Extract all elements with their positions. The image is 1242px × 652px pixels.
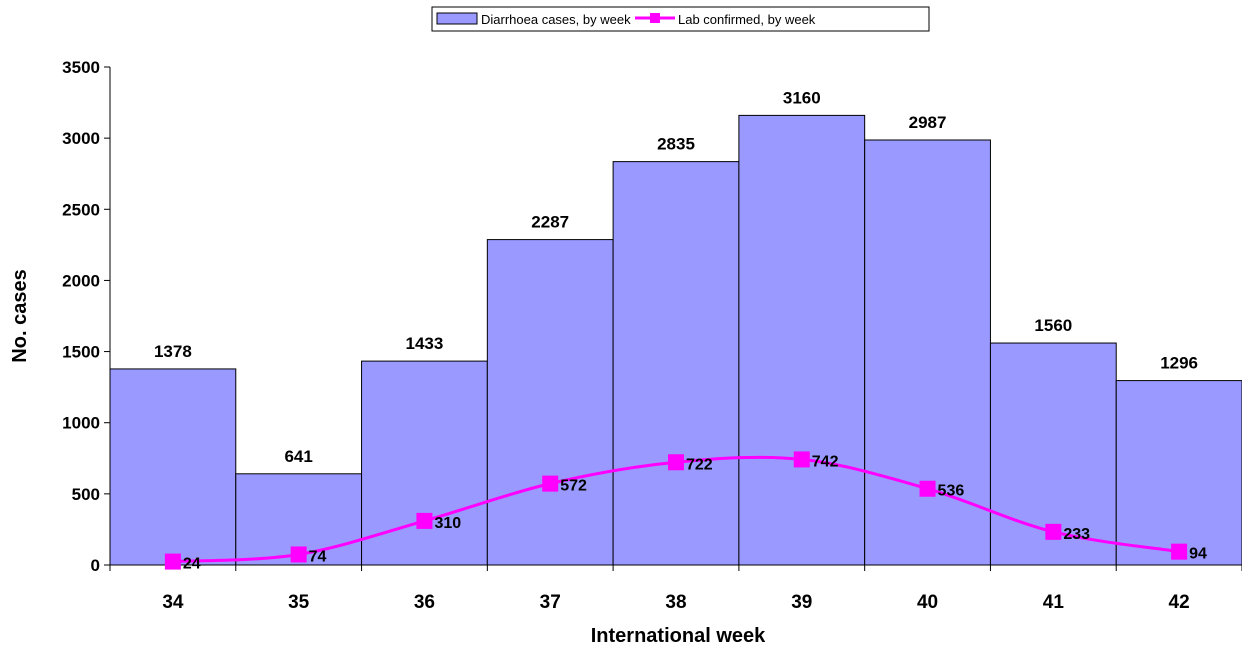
lab-confirmed-value-label: 572 <box>560 478 587 495</box>
legend-label-bar: Diarrhoea cases, by week <box>481 12 631 27</box>
y-tick-label: 1000 <box>62 414 100 433</box>
lab-confirmed-value-label: 742 <box>812 453 839 470</box>
y-tick-label: 2500 <box>62 200 100 219</box>
x-tick-label: 42 <box>1169 592 1190 613</box>
legend: Diarrhoea cases, by week Lab confirmed, … <box>431 6 930 32</box>
x-tick-label: 35 <box>288 592 310 613</box>
bar <box>109 368 237 566</box>
bar-value-label: 3160 <box>783 88 821 107</box>
x-axis-title: International week <box>591 625 766 647</box>
bar-value-label: 1296 <box>1160 354 1198 373</box>
lab-confirmed-value-label: 233 <box>1063 526 1090 543</box>
bar-value-label: 641 <box>284 447 312 466</box>
y-tick-label: 500 <box>72 485 100 504</box>
lab-confirmed-marker <box>1045 523 1062 540</box>
y-axis-title: No. cases <box>9 269 31 362</box>
lab-confirmed-marker <box>1171 543 1188 560</box>
lab-confirmed-value-label: 722 <box>686 456 713 473</box>
x-tick-label: 37 <box>540 592 561 613</box>
y-tick-label: 3000 <box>62 129 100 148</box>
bar-value-label: 1433 <box>406 334 444 353</box>
lab-confirmed-marker <box>416 512 433 529</box>
bar <box>738 114 866 566</box>
legend-label-line: Lab confirmed, by week <box>678 12 816 27</box>
lab-confirmed-value-label: 74 <box>309 548 327 565</box>
y-tick-label: 0 <box>91 556 100 575</box>
lab-confirmed-marker <box>793 451 810 468</box>
x-tick-label: 39 <box>791 592 812 613</box>
bar <box>612 161 740 566</box>
legend-box <box>431 6 930 32</box>
lab-confirmed-marker <box>164 553 181 570</box>
lab-confirmed-marker <box>668 454 684 471</box>
lab-confirmed-value-label: 310 <box>434 515 461 532</box>
bar-value-label: 2287 <box>531 213 569 232</box>
lab-confirmed-value-label: 536 <box>938 483 965 500</box>
bar-value-label: 1378 <box>154 342 192 361</box>
legend-swatch-bar <box>436 12 478 25</box>
lab-confirmed-marker <box>290 546 307 563</box>
plot-area: 1378 641 1433 2287 2835 3160 2987 1560 1296 0 500 1… <box>62 58 1242 613</box>
bar-value-label: 2835 <box>657 135 695 154</box>
bar-value-label: 2987 <box>909 113 947 132</box>
lab-confirmed-marker <box>919 480 936 497</box>
lab-confirmed-value-label: 94 <box>1189 546 1207 563</box>
bar <box>1115 380 1242 566</box>
x-tick-label: 36 <box>414 592 435 613</box>
bar-value-label: 1560 <box>1034 316 1072 335</box>
bar <box>486 239 614 566</box>
x-tick-label: 34 <box>162 592 184 613</box>
bar <box>864 139 991 566</box>
y-tick-label: 2000 <box>62 271 100 290</box>
lab-confirmed-marker <box>542 475 559 492</box>
x-tick-label: 41 <box>1043 592 1065 613</box>
x-tick-label: 38 <box>665 592 686 613</box>
lab-confirmed-value-label: 24 <box>183 556 201 573</box>
legend-swatch-marker <box>650 13 660 23</box>
y-tick-label: 1500 <box>62 343 100 362</box>
x-tick-label: 40 <box>917 592 938 613</box>
y-tick-label: 3500 <box>62 58 100 77</box>
